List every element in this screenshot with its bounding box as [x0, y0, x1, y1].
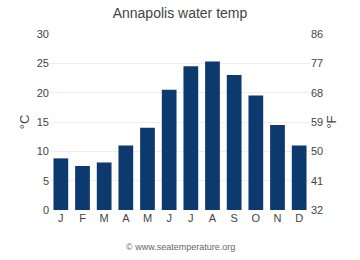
svg-text:J: J	[58, 212, 64, 224]
svg-text:M: M	[143, 212, 152, 224]
svg-text:41: 41	[311, 175, 323, 187]
svg-text:10: 10	[37, 145, 49, 157]
svg-text:25: 25	[37, 57, 49, 69]
svg-text:68: 68	[311, 87, 323, 99]
svg-text:77: 77	[311, 57, 323, 69]
svg-text:15: 15	[37, 116, 49, 128]
svg-text:M: M	[100, 212, 109, 224]
svg-text:A: A	[122, 212, 130, 224]
svg-text:N: N	[274, 212, 282, 224]
svg-text:20: 20	[37, 87, 49, 99]
svg-text:O: O	[252, 212, 261, 224]
svg-text:J: J	[188, 212, 194, 224]
svg-text:A: A	[209, 212, 217, 224]
svg-text:5: 5	[43, 175, 49, 187]
svg-text:59: 59	[311, 116, 323, 128]
svg-text:Annapolis water temp: Annapolis water temp	[113, 5, 248, 21]
svg-text:50: 50	[311, 145, 323, 157]
svg-text:D: D	[295, 212, 303, 224]
svg-text:30: 30	[37, 28, 49, 40]
svg-text:32: 32	[311, 204, 323, 216]
svg-text:°F: °F	[324, 115, 339, 128]
svg-text:F: F	[79, 212, 86, 224]
svg-text:0: 0	[43, 204, 49, 216]
svg-text:© www.seatemperature.org: © www.seatemperature.org	[126, 242, 235, 252]
svg-text:S: S	[230, 212, 237, 224]
svg-text:J: J	[166, 212, 172, 224]
svg-text:86: 86	[311, 28, 323, 40]
svg-text:°C: °C	[17, 115, 32, 130]
